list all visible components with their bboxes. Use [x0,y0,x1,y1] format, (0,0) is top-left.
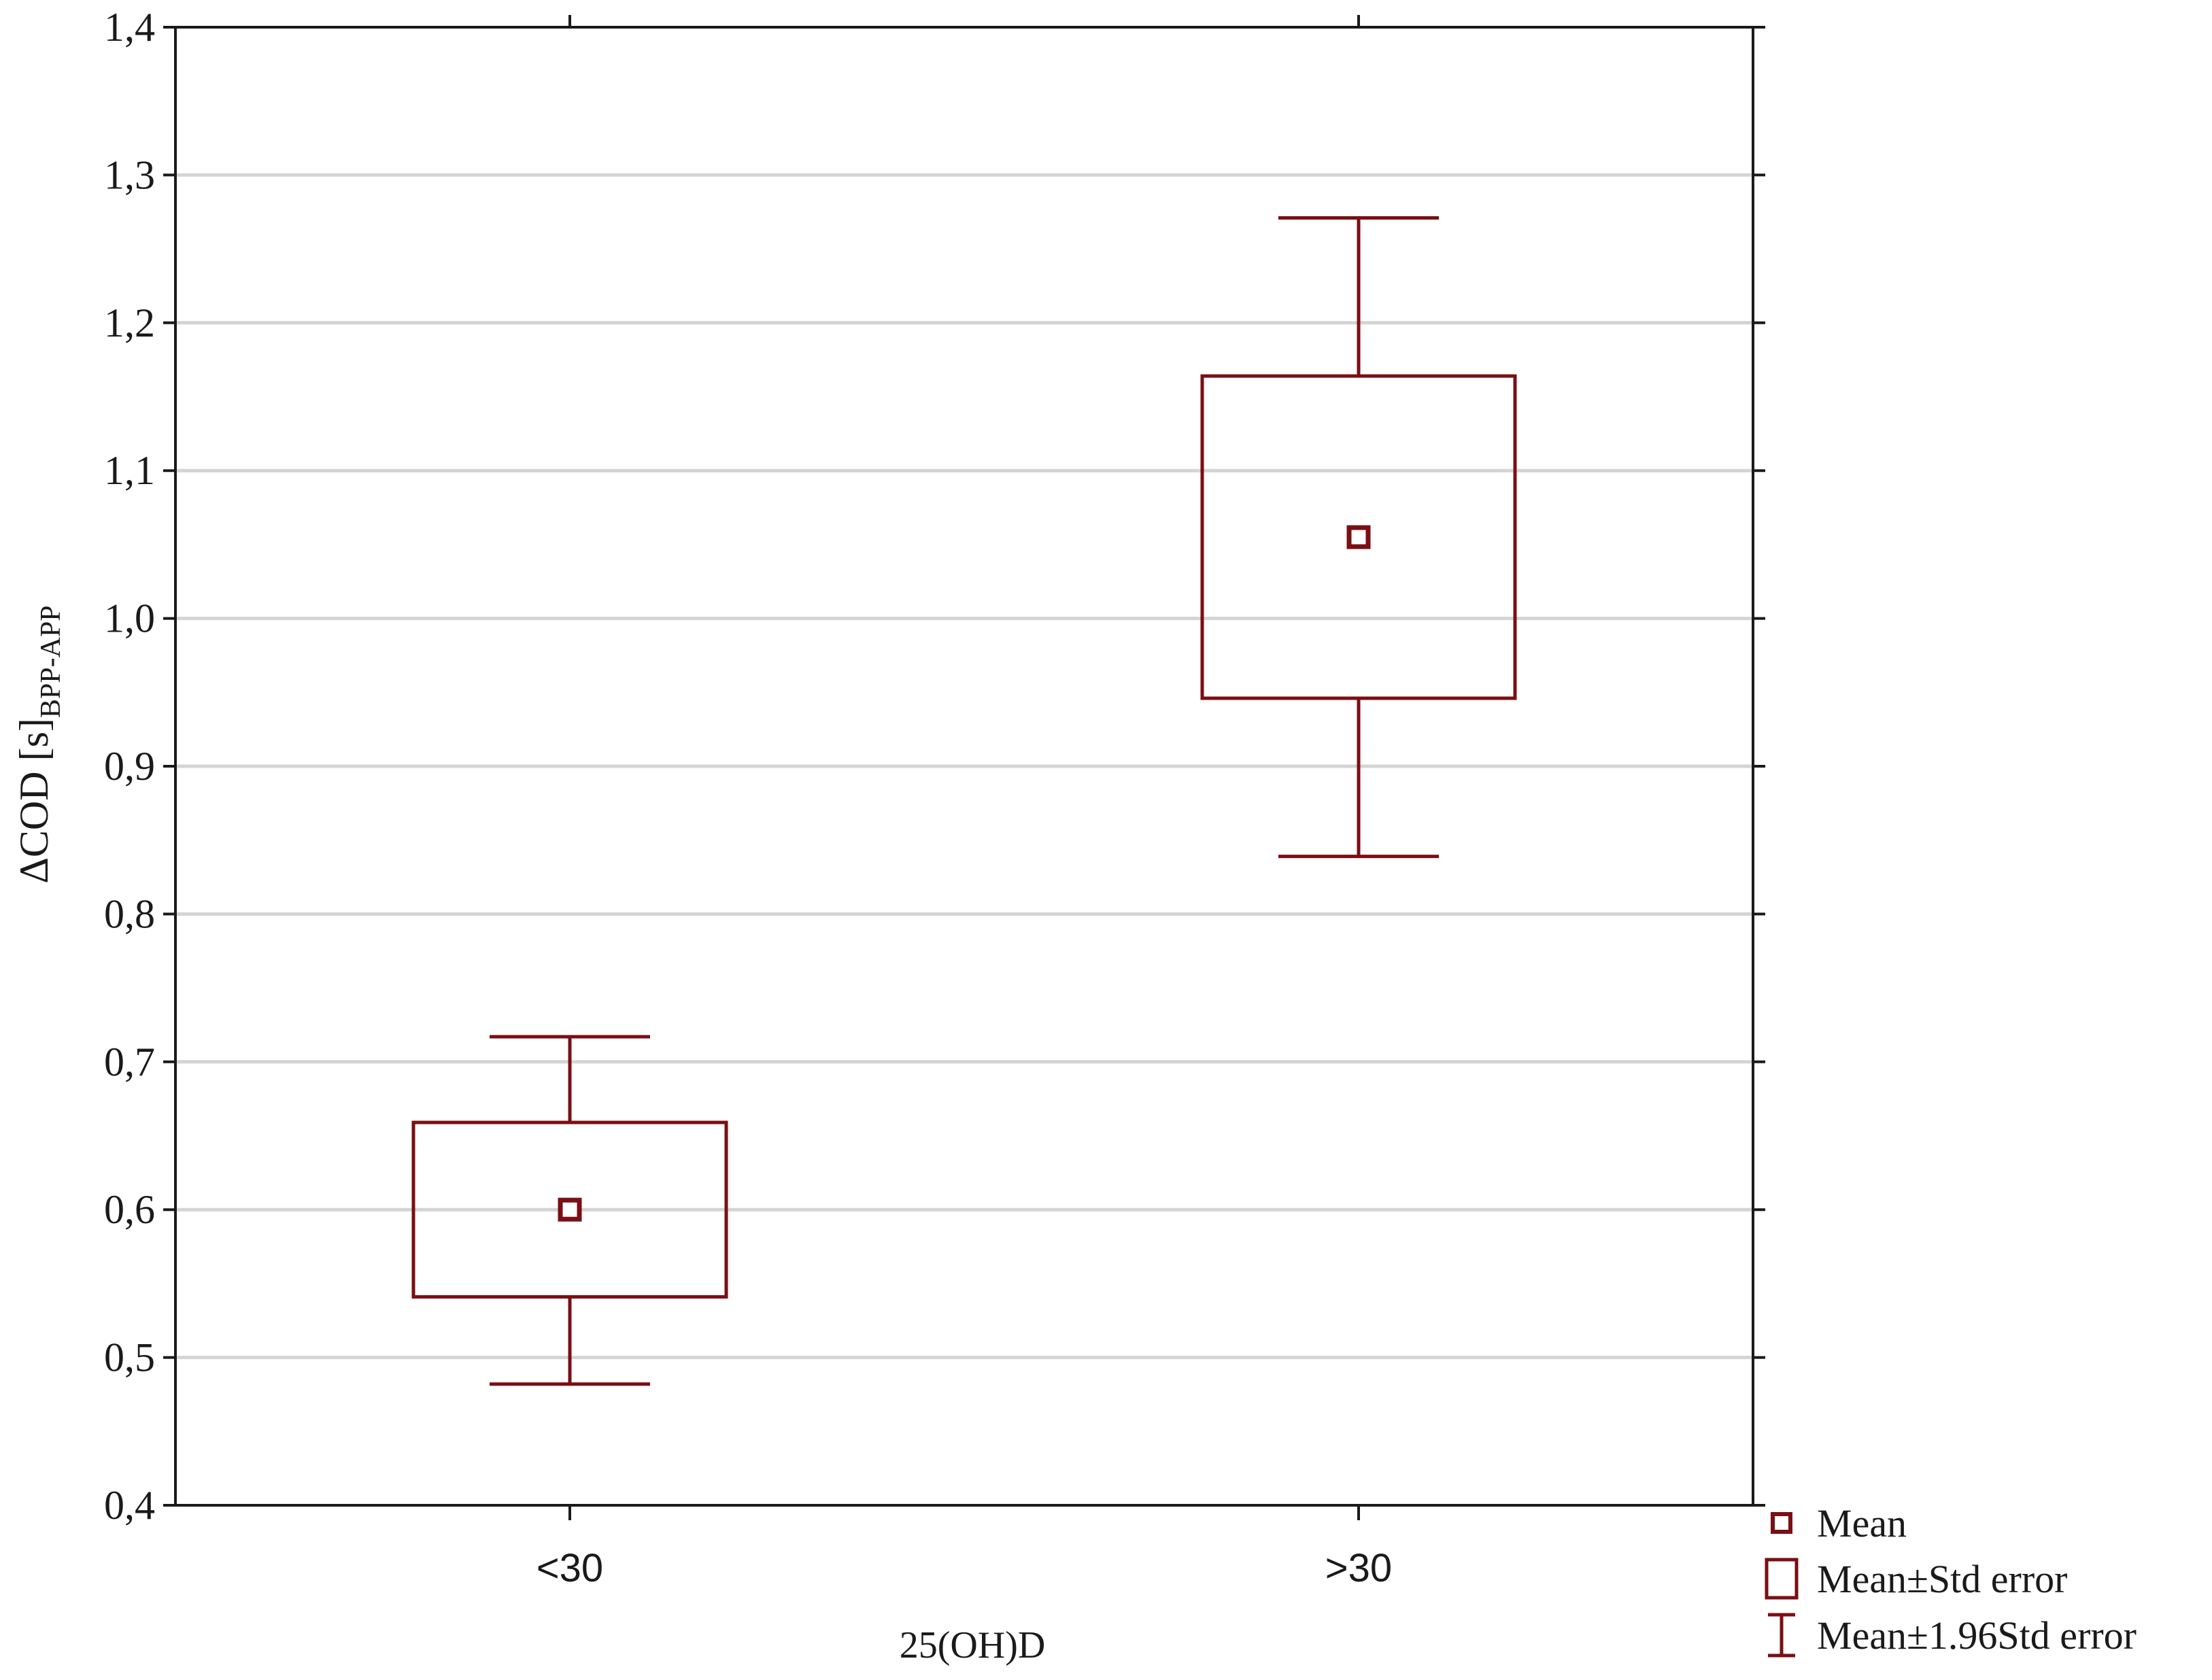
y-tick-label-2: 0,6 [104,1187,155,1232]
y-tick-label-3: 0,7 [104,1040,155,1084]
legend-item-0: Mean [1771,1501,1907,1545]
y-axis-title-main: ΔCOD [s] [12,718,56,884]
y-tick-label-0: 0,4 [104,1483,155,1528]
legend-item-1: Mean±Std error [1765,1557,2067,1601]
legend-label-2: Mean±1.96Std error [1817,1613,2137,1658]
se-box-0 [411,1120,728,1299]
se-box-1 [1200,374,1517,700]
x-axis-title: 25(OH)D [900,1624,1046,1666]
y-tick-label-1: 0,5 [104,1335,155,1380]
axis-labels: 25(OH)D ΔCOD [s]BPP-APP [12,605,1045,1666]
plot-area [411,216,1517,1386]
y-tick-label-9: 1,3 [104,152,155,197]
y-tick-label-8: 1,2 [104,301,155,345]
x-tick-label-1: >30 [1325,1546,1392,1590]
y-tick-label-10: 1,4 [104,5,155,50]
box-group-1 [1200,216,1517,859]
y-axis-title-subscript: BPP-APP [35,605,67,718]
box-group-0 [411,1035,728,1386]
y-tick-label-6: 1,0 [104,596,155,641]
y-tick-label-4: 0,8 [104,891,155,936]
y-tick-label-5: 0,9 [104,744,155,789]
legend-mean-icon [1771,1512,1792,1534]
legend-label-1: Mean±Std error [1817,1557,2067,1601]
legend: Mean Mean±Std error Mean±1.96Std error [1765,1501,2137,1658]
mean-marker-1 [1346,525,1371,549]
legend-box-icon [1765,1558,1799,1600]
legend-label-0: Mean [1817,1501,1907,1545]
y-axis-title: ΔCOD [s]BPP-APP [12,605,67,883]
axes: 0,4 0,5 0,6 0,7 0,8 0,9 1,0 1,1 1,2 1,3 1,4 <30 >30 [104,5,1765,1590]
x-tick-label-0: <30 [537,1546,603,1590]
mean-marker-0 [558,1197,582,1222]
gridlines [175,173,1753,1360]
legend-item-2: Mean±1.96Std error [1768,1613,2137,1658]
y-tick-label-7: 1,1 [104,448,155,493]
